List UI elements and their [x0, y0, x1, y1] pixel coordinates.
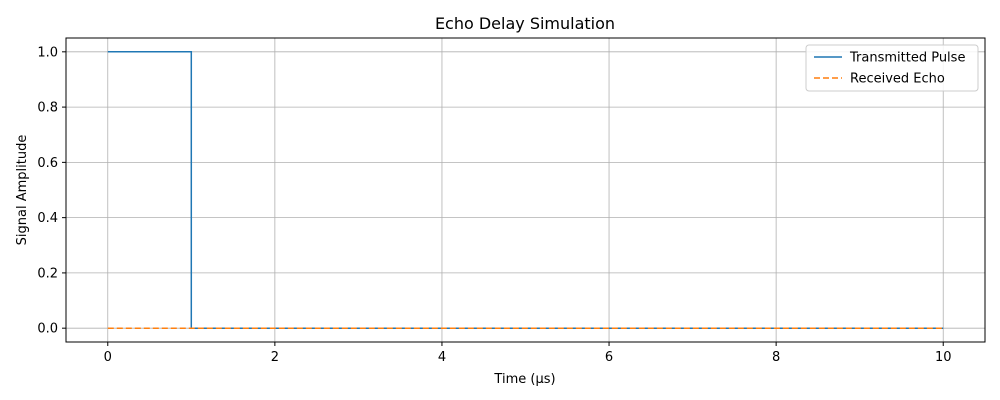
series-group [107, 51, 944, 329]
y-tick-label: 0.0 [37, 322, 58, 337]
y-tick-label: 0.2 [37, 266, 58, 281]
y-axis-ticks: 0.0 0.2 0.4 0.6 0.8 1.0 [37, 45, 66, 337]
y-tick-label: 0.8 [37, 101, 58, 116]
plot-frame [65, 37, 986, 343]
x-tick-label: 8 [772, 350, 780, 365]
x-axis-ticks: 0 2 4 6 8 10 [104, 342, 952, 365]
x-tick-label: 0 [104, 350, 112, 365]
x-tick-label: 4 [438, 350, 446, 365]
legend-label-0: Transmitted Pulse [849, 51, 965, 66]
x-tick-label: 10 [935, 350, 952, 365]
x-axis-label: Time (µs) [493, 372, 555, 387]
legend-label-1: Received Echo [850, 72, 945, 87]
y-axis-label: Signal Amplitude [15, 135, 30, 246]
x-tick-label: 6 [605, 350, 613, 365]
legend: Transmitted Pulse Received Echo [805, 44, 979, 92]
y-tick-label: 0.4 [37, 211, 58, 226]
chart-title: Echo Delay Simulation [435, 14, 615, 33]
y-tick-label: 0.6 [37, 156, 58, 171]
y-tick-label: 1.0 [37, 45, 58, 60]
legend-box [805, 44, 979, 92]
x-tick-label: 2 [271, 350, 279, 365]
